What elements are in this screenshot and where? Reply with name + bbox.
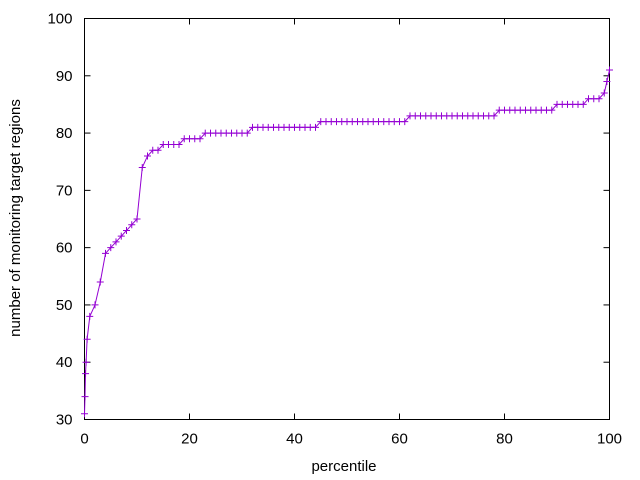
- data-point: [128, 221, 136, 229]
- x-tick-label: 80: [496, 431, 513, 448]
- data-point: [144, 152, 151, 160]
- data-point: [548, 106, 556, 114]
- data-point: [102, 249, 109, 257]
- data-point: [579, 100, 587, 108]
- data-point: [82, 358, 90, 366]
- data-point: [81, 410, 88, 418]
- axis-ticks: [84, 18, 610, 420]
- data-point: [490, 112, 498, 120]
- x-axis-label: percentile: [311, 458, 376, 475]
- plot-frame: [84, 18, 610, 420]
- data-point: [133, 215, 141, 223]
- data-point: [83, 335, 91, 343]
- data-point: [312, 123, 319, 131]
- y-tick-label: 30: [56, 412, 73, 429]
- data-point: [81, 393, 89, 401]
- y-tick-label: 100: [47, 11, 72, 28]
- data-point: [96, 278, 104, 286]
- y-tick-label: 70: [56, 182, 73, 199]
- data-point: [112, 238, 120, 246]
- x-tick-label: 0: [80, 431, 88, 448]
- data-point: [154, 146, 162, 154]
- y-tick-label: 60: [56, 240, 73, 257]
- data-point: [86, 312, 94, 320]
- data-point: [175, 141, 183, 149]
- x-tick-label: 60: [391, 431, 408, 448]
- y-tick-label: 90: [56, 68, 73, 85]
- x-tick-label: 100: [597, 431, 622, 448]
- y-axis-label: number of monitoring target regions: [7, 99, 24, 337]
- data-point: [595, 95, 603, 103]
- data-point: [606, 66, 613, 74]
- data-point: [117, 232, 125, 240]
- x-tick-label: 40: [286, 431, 303, 448]
- data-point: [91, 301, 99, 309]
- data-point: [138, 163, 146, 171]
- data-points: [81, 66, 613, 418]
- x-tick-label: 20: [181, 431, 198, 448]
- data-point: [107, 244, 115, 252]
- y-tick-label: 80: [56, 125, 73, 142]
- data-point: [123, 226, 130, 234]
- data-point: [401, 118, 409, 126]
- y-tick-label: 50: [56, 297, 73, 314]
- data-point: [603, 78, 611, 86]
- y-tick-label: 40: [56, 354, 73, 371]
- tick-labels: 0 20 40 60 80 100 30 40 50 60 70 80 90 100: [47, 11, 622, 448]
- data-point: [82, 370, 90, 378]
- data-point: [196, 135, 204, 143]
- data-point: [243, 129, 251, 137]
- data-point: [600, 89, 608, 97]
